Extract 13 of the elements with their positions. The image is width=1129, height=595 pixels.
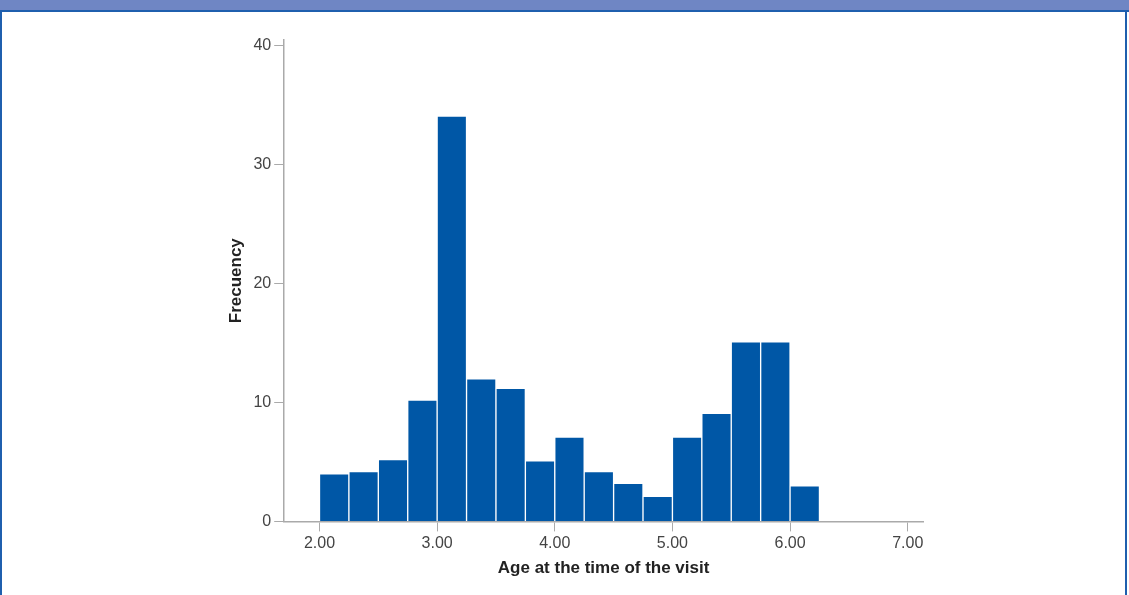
y-axis-title: Frecuency: [225, 237, 245, 324]
y-tick-label: 20: [253, 274, 272, 292]
y-tick-label: 0: [262, 511, 272, 529]
x-tick-label: 2.00: [303, 534, 336, 552]
x-tick-label: 4.00: [539, 534, 571, 552]
x-tick-label: 7.00: [892, 534, 924, 552]
y-tick-label: 10: [253, 392, 272, 410]
x-tick-label: 3.00: [421, 534, 453, 552]
y-tick-label: 40: [253, 36, 272, 54]
x-tick-label: 5.00: [656, 534, 689, 552]
x-tick-label: 6.00: [774, 534, 806, 552]
y-tick-label: 30: [253, 155, 272, 173]
x-axis-title: Age at the time of the visit: [497, 558, 710, 578]
